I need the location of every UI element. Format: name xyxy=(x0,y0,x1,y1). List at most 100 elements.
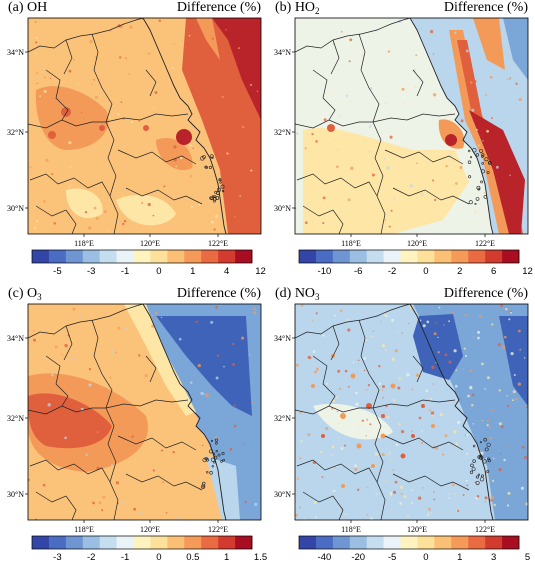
field-speckle xyxy=(338,173,341,176)
field-speckle xyxy=(363,369,366,372)
hotspot xyxy=(421,404,425,408)
hotspot xyxy=(143,125,149,131)
field-speckle xyxy=(385,404,388,408)
colorbar-swatch xyxy=(332,250,351,263)
field-speckle xyxy=(448,320,451,323)
island xyxy=(222,458,225,462)
field-speckle xyxy=(47,448,50,451)
colorbar-swatch xyxy=(299,250,317,263)
admin-boundary xyxy=(295,304,411,339)
island xyxy=(472,444,476,448)
field-speckle xyxy=(457,509,460,512)
field-speckle xyxy=(101,509,104,512)
colorbar-swatch xyxy=(434,536,452,549)
island xyxy=(469,470,474,474)
field-speckle xyxy=(321,476,324,478)
lon-tick-label: 122°E xyxy=(208,525,228,534)
admin-boundary xyxy=(412,69,424,97)
field-speckle xyxy=(389,135,393,139)
field-speckle xyxy=(466,452,469,455)
field-speckle xyxy=(131,435,134,438)
field-speckle xyxy=(296,363,299,367)
panel-o3: (c) O3 Difference (%) 34°N 32°N 30°N 118°E 1… xyxy=(6,286,267,572)
admin-boundary xyxy=(63,325,73,361)
field-speckle xyxy=(349,38,353,42)
field-speckle xyxy=(42,483,46,487)
field-speckle xyxy=(126,396,128,398)
field-speckle xyxy=(175,165,178,168)
island xyxy=(200,484,206,489)
hotspot xyxy=(366,403,372,409)
island xyxy=(475,153,480,157)
island xyxy=(209,449,213,454)
colorbar-swatch xyxy=(366,250,384,263)
colorbar-tick-label: -1 xyxy=(121,266,129,277)
field-speckle xyxy=(312,350,316,353)
field-speckle xyxy=(326,382,329,385)
field-speckle xyxy=(114,351,117,354)
island xyxy=(216,191,220,195)
field-speckle xyxy=(428,409,431,412)
field-speckle xyxy=(471,403,474,407)
map-field xyxy=(28,18,261,234)
field-speckle xyxy=(507,491,511,495)
island xyxy=(480,180,484,184)
field-speckle xyxy=(232,342,235,346)
colorbar-swatch xyxy=(167,536,185,549)
colorbar-tick-label: 12 xyxy=(522,266,533,277)
field-speckle xyxy=(144,374,148,378)
colorbar-swatch xyxy=(383,536,401,549)
field-speckle xyxy=(334,314,337,317)
field-speckle xyxy=(381,389,384,392)
field-speckle xyxy=(463,347,466,350)
field-speckle xyxy=(410,430,413,433)
field-speckle xyxy=(520,486,524,490)
field-speckle xyxy=(304,147,307,150)
field-speckle xyxy=(407,515,410,518)
colorbar-swatch xyxy=(99,536,117,549)
lon-tick-label: 122°E xyxy=(475,525,495,534)
island xyxy=(202,484,206,488)
field-speckle xyxy=(498,389,501,392)
island xyxy=(213,461,216,464)
field-speckle xyxy=(474,80,477,83)
map-frame xyxy=(294,17,529,235)
island xyxy=(479,477,485,482)
field-speckle xyxy=(357,488,360,491)
field-speckle xyxy=(330,407,334,410)
field-speckle xyxy=(414,85,417,89)
field-speckle xyxy=(486,129,490,133)
field-speckle xyxy=(190,205,194,208)
island xyxy=(483,195,488,199)
field-speckle xyxy=(299,411,302,414)
field-speckle xyxy=(370,517,374,520)
colorbar-tick-label: -3 xyxy=(53,552,61,563)
field-speckle xyxy=(508,318,511,321)
field-speckle xyxy=(189,144,192,147)
admin-boundary xyxy=(330,39,340,75)
map-field xyxy=(295,304,528,520)
colorbar-swatch xyxy=(417,536,435,549)
field-speckle xyxy=(339,309,343,312)
field-speckle xyxy=(214,436,218,440)
map-frame xyxy=(294,303,529,521)
field-speckle xyxy=(304,221,308,225)
field-speckle xyxy=(415,54,418,57)
field-speckle xyxy=(335,396,339,399)
lon-tick-label: 118°E xyxy=(341,239,361,248)
field-speckle xyxy=(322,222,325,225)
field-speckle xyxy=(462,493,465,496)
field-speckle xyxy=(232,363,236,366)
field-speckle xyxy=(455,510,457,512)
field-speckle xyxy=(347,198,351,202)
field-speckle xyxy=(421,193,424,196)
field-speckle xyxy=(173,42,175,45)
field-speckle xyxy=(355,402,359,406)
hotspot xyxy=(390,383,396,389)
field-speckle xyxy=(92,501,95,505)
colorbar-swatch xyxy=(502,536,520,549)
field-speckle xyxy=(470,484,472,487)
map-figure: 34°N 32°N 30°N 118°E 120°E 122°E -5 -3 -1 0 1 4 12 xyxy=(7,17,266,277)
admin-boundary xyxy=(35,491,77,520)
field-speckle xyxy=(89,40,93,44)
